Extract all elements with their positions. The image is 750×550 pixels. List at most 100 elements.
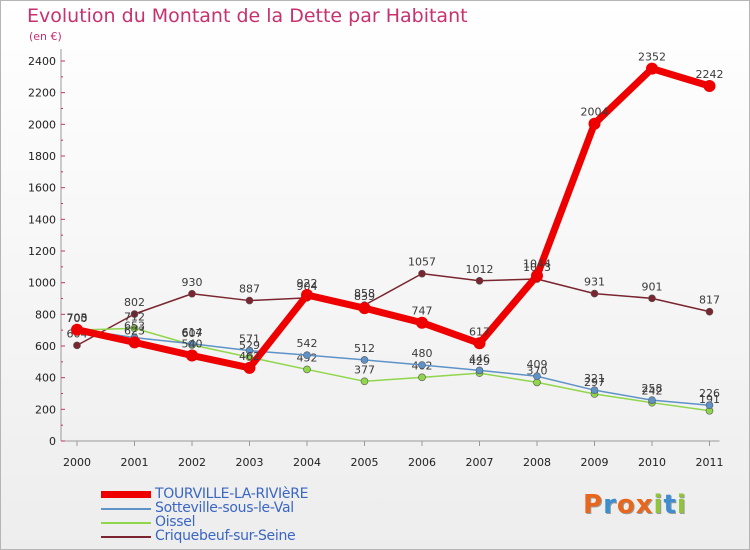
data-point: [360, 356, 369, 364]
data-label: 1044: [523, 258, 551, 271]
y-tick-label: 1800: [28, 150, 56, 163]
data-label: 653: [124, 320, 145, 333]
data-label: 2242: [696, 68, 724, 81]
x-tick-label: 2011: [696, 456, 724, 469]
logo-letter: x: [635, 490, 654, 520]
data-label: 747: [412, 305, 433, 318]
y-tick-label: 1600: [28, 182, 56, 195]
x-tick-label: 2003: [236, 456, 264, 469]
data-label: 839: [354, 290, 375, 303]
series-line: [76, 328, 711, 406]
y-tick-label: 200: [35, 403, 56, 416]
data-label: 429: [469, 355, 490, 368]
x-tick-label: 2009: [581, 456, 609, 469]
data-label: 931: [584, 276, 605, 289]
data-label: 930: [182, 276, 203, 289]
data-label: 242: [642, 385, 663, 398]
data-label: 904: [297, 280, 318, 293]
series-line: [73, 65, 713, 372]
y-tick-label: 2400: [28, 55, 56, 68]
data-point: [188, 339, 196, 348]
data-label: 2004: [581, 106, 609, 119]
data-point: [648, 294, 656, 303]
data-label: 480: [412, 347, 433, 360]
data-point: [531, 269, 543, 282]
legend-label: TOURVILLE-LA-RIVIèRE: [155, 486, 309, 502]
data-point: [128, 336, 141, 349]
data-label: 607: [182, 327, 203, 340]
data-point: [705, 401, 714, 410]
data-point: [243, 361, 256, 374]
data-label: 377: [354, 363, 375, 376]
x-tick-label: 2001: [121, 456, 149, 469]
y-tick-label: 2000: [28, 118, 56, 131]
data-label: 712: [124, 310, 145, 323]
data-point: [648, 396, 656, 404]
data-label: 542: [297, 337, 318, 350]
data-point: [186, 349, 198, 362]
data-point: [188, 289, 196, 298]
data-point: [130, 310, 139, 318]
data-label: 297: [584, 376, 605, 389]
x-tick-label: 2002: [178, 456, 206, 469]
data-label: 571: [239, 333, 260, 346]
x-tick-label: 2006: [408, 456, 436, 469]
x-tick-label: 2007: [466, 456, 494, 469]
legend-swatch: [101, 508, 151, 510]
data-point: [73, 341, 81, 350]
data-point: [71, 323, 83, 336]
data-point: [416, 316, 428, 329]
x-tick-label: 2010: [638, 456, 666, 469]
data-label: 258: [642, 382, 663, 395]
data-point: [590, 289, 599, 298]
proxiti-logo: Proxiti: [583, 490, 687, 520]
legend-label: Criquebeuf-sur-Seine: [155, 528, 296, 544]
y-tick-label: 2200: [28, 87, 56, 100]
data-label: 1057: [408, 256, 436, 269]
logo-letter: t: [663, 490, 677, 520]
logo-letter: r: [603, 490, 617, 520]
data-label: 623: [124, 324, 145, 337]
data-label: 887: [239, 283, 260, 296]
data-label: 614: [182, 326, 203, 339]
series-line: [76, 327, 711, 412]
data-label: 226: [699, 387, 720, 400]
chart-unit-label: (en €): [29, 30, 62, 43]
data-label: 922: [297, 277, 318, 290]
y-tick-label: 1000: [28, 277, 56, 290]
data-label: 540: [182, 338, 203, 351]
data-label: 446: [469, 352, 490, 365]
logo-letter: i: [676, 490, 687, 520]
data-point: [245, 346, 254, 355]
data-label: 705: [67, 311, 88, 324]
data-point: [418, 269, 426, 278]
legend-label: Oissel: [155, 514, 196, 530]
data-label: 512: [354, 342, 375, 355]
data-point: [590, 386, 599, 394]
data-label: 462: [239, 350, 260, 363]
logo-letter: i: [653, 490, 664, 520]
y-tick-label: 800: [35, 308, 56, 321]
data-point: [360, 377, 369, 386]
data-point: [705, 307, 714, 316]
y-tick-label: 1400: [28, 213, 56, 226]
y-tick-label: 600: [35, 340, 56, 353]
x-tick-label: 2008: [523, 456, 551, 469]
data-point: [588, 117, 601, 130]
logo-letter: P: [583, 490, 604, 520]
data-label: 901: [642, 280, 663, 293]
series-line: [76, 272, 711, 347]
logo-letter: o: [616, 490, 636, 520]
data-point: [418, 373, 426, 382]
y-tick-label: 400: [35, 372, 56, 385]
data-point: [475, 276, 484, 285]
data-label: 370: [527, 364, 548, 377]
legend-swatch: [101, 522, 151, 524]
data-label: 321: [584, 372, 605, 385]
data-point: [303, 351, 311, 359]
data-point: [303, 365, 311, 374]
data-point: [533, 372, 541, 381]
data-label: 2352: [638, 51, 666, 64]
